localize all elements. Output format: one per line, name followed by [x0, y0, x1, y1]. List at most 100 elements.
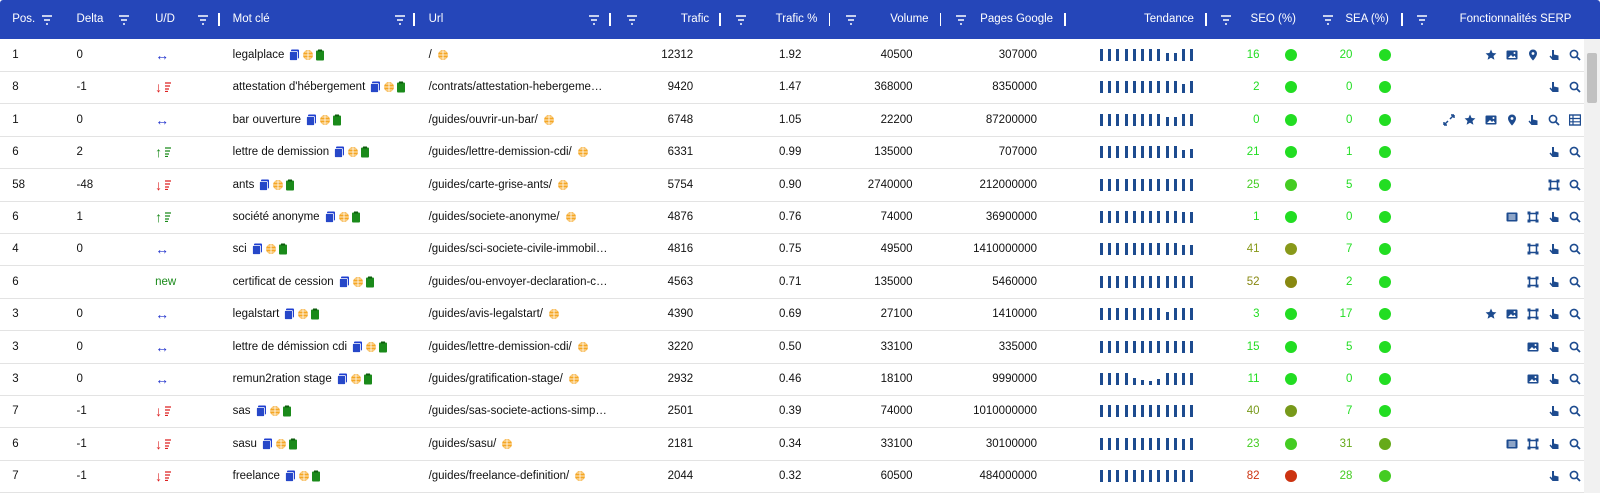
serp-star[interactable]: [1485, 308, 1497, 320]
delta: 0: [76, 49, 83, 61]
filter-button[interactable]: [735, 14, 747, 26]
serp-search[interactable]: [1569, 373, 1581, 385]
keyword-icons[interactable]: [285, 470, 321, 483]
keyword-icons[interactable]: [289, 49, 325, 61]
serp-click[interactable]: [1527, 114, 1539, 126]
keyword-icons[interactable]: [336, 373, 373, 385]
serp-image[interactable]: [1506, 308, 1518, 320]
trend-bar: [1149, 308, 1153, 321]
serp-click[interactable]: [1548, 470, 1560, 482]
serp-click[interactable]: [1548, 276, 1560, 288]
serp-click[interactable]: [1548, 373, 1560, 385]
serp-search[interactable]: [1569, 341, 1581, 353]
serp-search[interactable]: [1569, 470, 1581, 482]
serp-search[interactable]: [1548, 114, 1560, 126]
filter-button[interactable]: [626, 14, 638, 26]
serp-star[interactable]: [1485, 49, 1497, 61]
open-url[interactable]: [577, 341, 589, 353]
serp-search[interactable]: [1569, 179, 1581, 191]
serp-crop[interactable]: [1527, 308, 1539, 320]
serp-search[interactable]: [1569, 146, 1581, 158]
serp-search[interactable]: [1569, 49, 1581, 61]
serp-search[interactable]: [1569, 308, 1581, 320]
trend-bar: [1182, 438, 1186, 450]
trafic: 2044: [667, 470, 694, 483]
serp-table[interactable]: [1568, 114, 1581, 126]
serp-list[interactable]: [1506, 438, 1518, 450]
open-url[interactable]: [543, 114, 555, 126]
keyword-icons[interactable]: [370, 81, 406, 94]
delta: 0: [76, 373, 83, 385]
filter-button[interactable]: [588, 14, 600, 26]
filter-button[interactable]: [41, 14, 53, 26]
open-url[interactable]: [501, 438, 513, 450]
serp-click[interactable]: [1548, 81, 1560, 93]
keyword-icons[interactable]: [251, 243, 288, 256]
serp-pin[interactable]: [1527, 49, 1539, 61]
serp-pin[interactable]: [1506, 114, 1518, 126]
sea: 0: [1345, 373, 1353, 385]
serp-image[interactable]: [1527, 373, 1539, 385]
serp-image[interactable]: [1527, 341, 1539, 353]
open-url[interactable]: [568, 373, 580, 385]
filter-button[interactable]: [845, 14, 857, 26]
serp-search[interactable]: [1569, 81, 1581, 94]
trend-bar: [1132, 437, 1136, 450]
open-url[interactable]: [437, 49, 449, 61]
serp-crop[interactable]: [1527, 276, 1539, 288]
keyword-icons[interactable]: [338, 276, 375, 288]
open-url[interactable]: [548, 308, 560, 320]
header-separator: [609, 13, 611, 26]
header-label: SEA (%): [1345, 13, 1389, 25]
serp-click[interactable]: [1548, 341, 1560, 353]
serp-expand[interactable]: [1443, 114, 1456, 126]
open-url[interactable]: [557, 179, 569, 191]
filter-button[interactable]: [955, 14, 967, 26]
trend-icon: [165, 179, 172, 190]
serp-crop[interactable]: [1527, 438, 1539, 450]
serp-crop[interactable]: [1548, 179, 1560, 191]
url: /guides/sci-societe-civile-immobil…: [428, 243, 608, 256]
keyword-icons[interactable]: [284, 308, 320, 321]
filter-button[interactable]: [197, 14, 209, 26]
keyword-icons[interactable]: [259, 179, 295, 191]
keyword-icons[interactable]: [262, 438, 298, 450]
keyword-icons[interactable]: [352, 341, 388, 353]
open-url[interactable]: [577, 146, 589, 158]
up-down: ↓: [155, 176, 163, 193]
serp-list[interactable]: [1506, 211, 1518, 223]
serp-click[interactable]: [1548, 308, 1560, 320]
serp-click[interactable]: [1548, 243, 1560, 255]
serp-search[interactable]: [1569, 438, 1581, 450]
serp-search[interactable]: [1569, 276, 1581, 288]
scrollbar[interactable]: [1584, 39, 1600, 493]
serp-image[interactable]: [1506, 49, 1518, 61]
open-url[interactable]: [565, 211, 577, 223]
serp-search[interactable]: [1569, 405, 1581, 418]
keyword-icons[interactable]: [255, 405, 292, 418]
serp-image[interactable]: [1485, 114, 1497, 126]
filter-button[interactable]: [1416, 14, 1428, 26]
trend-bar: [1173, 470, 1177, 483]
serp-click[interactable]: [1548, 49, 1560, 61]
keyword-icons[interactable]: [334, 146, 370, 159]
serp-crop[interactable]: [1527, 211, 1539, 223]
filter-button[interactable]: [118, 14, 130, 26]
keyword-icons[interactable]: [324, 211, 361, 223]
serp-click[interactable]: [1548, 146, 1560, 158]
keyword-icons[interactable]: [306, 114, 342, 126]
serp-search[interactable]: [1569, 243, 1581, 256]
serp-click[interactable]: [1548, 211, 1560, 223]
serp-click[interactable]: [1548, 405, 1560, 417]
filter-button[interactable]: [1322, 14, 1334, 26]
open-url[interactable]: [574, 470, 586, 482]
serp-click[interactable]: [1548, 438, 1560, 450]
filter-button[interactable]: [1220, 14, 1232, 26]
scroll-thumb[interactable]: [1587, 53, 1597, 103]
pages-google: 30100000: [985, 437, 1038, 450]
serp-search[interactable]: [1569, 211, 1581, 223]
filter-button[interactable]: [394, 14, 406, 26]
serp-star[interactable]: [1464, 114, 1476, 126]
serp-crop[interactable]: [1527, 243, 1539, 255]
trend-bar: [1173, 437, 1177, 450]
